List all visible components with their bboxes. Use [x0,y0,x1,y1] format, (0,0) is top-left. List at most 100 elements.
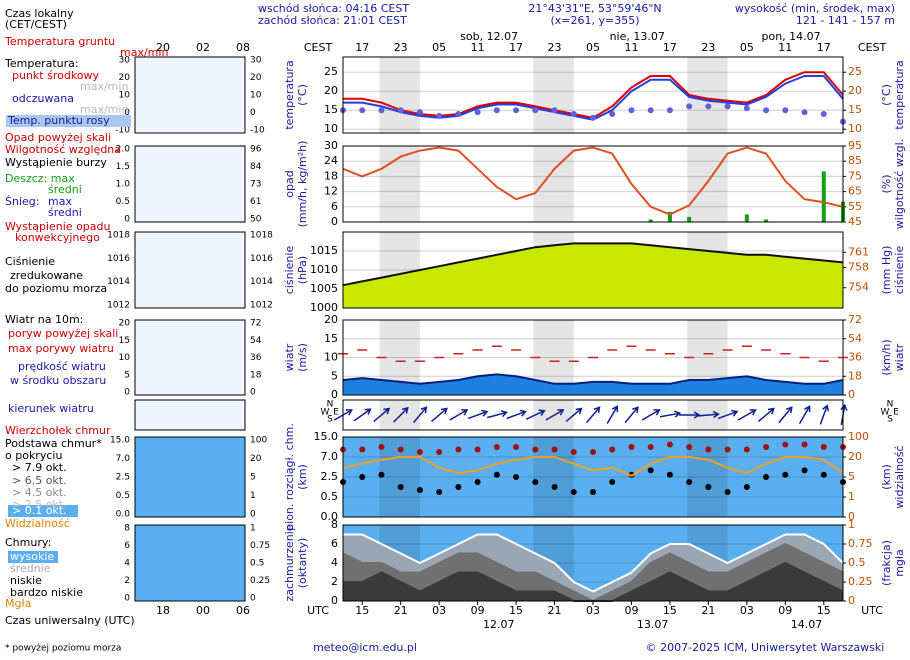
y2-tick-label: 0.75 [848,537,873,550]
y2-tick-label: 45 [848,215,862,228]
y-axis-label: temperatura [283,60,296,129]
wind-arrow [393,406,409,423]
series-dot [513,474,520,480]
series-dot [609,111,616,117]
y2-tick-label: 55 [848,200,862,213]
mini-tick-label: 0 [250,510,256,520]
y-tick-label: 5 [331,369,338,382]
y-tick-label: 2.5 [321,470,339,483]
utc-tick-label: 21 [701,604,715,617]
series-dot [378,444,385,450]
legend-text: max/min [120,46,168,59]
series-dot [647,107,654,114]
y2-tick-label: 1 [848,518,855,531]
mini-bg [135,57,245,133]
mini-tick-label: 1018 [250,231,273,241]
sunrise: wschód słońca: 04:16 CEST [258,2,409,15]
mini-tick-label: 30 [250,56,262,66]
series-dot [628,107,635,114]
mini-bg [135,146,245,222]
y2-axis-label: ciśnienie [893,246,906,295]
utc-label: UTC [307,604,329,617]
series-dot [532,479,539,485]
y2-axis-label: (mm Hg) [880,246,893,295]
y2-tick-label: 754 [848,281,869,294]
cest-tick-label: 05 [586,41,600,54]
series-dot [359,446,366,453]
series-dot [820,471,827,478]
mini-tick-label: 1012 [250,301,273,311]
mini-tick-label: 84 [250,162,262,172]
mini-tick-label: 50 [250,215,262,225]
legend-text: Temperatura: [4,57,79,70]
y2-tick-label: 100 [848,430,869,443]
legend-text: Śnieg: [5,195,39,208]
night-band [379,146,420,222]
panel-bg [343,146,843,222]
mini-tick-label: 7.0 [116,454,131,464]
series-dot [801,467,808,474]
y-tick-label: 15.0 [314,430,339,443]
y-tick-label: 6 [331,200,338,213]
series-dot [551,107,558,114]
mini-tick-label: 0 [250,108,256,118]
cest-tick-label: 11 [471,41,485,54]
mini-tick-label: 0 [124,388,130,398]
area-fill [343,243,843,308]
mini-tick-label: 1014 [250,277,273,287]
night-band [533,57,574,133]
legend-text: bardzo niskie [10,586,83,599]
wind-arrow [717,409,739,420]
legend-text: do poziomu morza [5,282,107,295]
precip-bar [744,214,749,222]
wind-arrow [624,406,639,424]
wind-arrow [757,407,775,423]
mini-tick-label: 36 [250,353,262,363]
series-line [343,533,844,593]
date-label: 13.07 [637,618,669,631]
legend-text: Widzialność [5,517,70,530]
precip-bar [667,211,672,222]
series-dot [436,112,443,119]
y-tick-label: 6 [331,537,338,550]
mini-tick-label: 1012 [107,301,130,311]
series-dot [820,111,827,117]
y2-tick-label: 0 [848,510,855,523]
y2-axis-label: (%) [880,174,893,193]
day-label: sob, 12.07 [460,30,518,43]
mini-tick-label: 5 [250,473,256,483]
legend-box [6,115,131,127]
legend-text: > 4.5 okt. [12,486,67,499]
wind-arrow [819,404,830,425]
series-dot [359,474,366,480]
mini-tick-label: 1 [250,524,256,534]
legend-text: Ciśnienie [5,255,55,268]
mini-tick-label: 8 [124,524,130,534]
mini-tick-label: 72 [250,319,261,329]
mini-tick-label: 30 [119,56,131,66]
series-dot [532,446,539,453]
cest-tick-label: 05 [740,41,754,54]
wind-arrow [486,410,508,419]
series-dot [397,446,404,453]
legend-text: Wierzchołek chmur [5,424,111,437]
date-label: 14.07 [791,618,823,631]
wind-arrow [659,410,682,418]
series-dot [666,471,673,478]
mini-bg [135,437,245,517]
y-tick-label: 1010 [310,263,338,276]
series-dot [455,111,462,117]
y-axis-label: ciśnienie [283,246,296,295]
y2-tick-label: 95 [848,139,862,152]
legend-text: odczuwana [12,92,74,105]
mini-tick-label: 0 [250,388,256,398]
legend-text: poryw powyżej skali [8,327,118,340]
mini-tick-label: 6 [124,541,130,551]
y2-tick-label: 0 [848,388,855,401]
legend-text: > 0.1 okt. [12,504,67,517]
y2-axis-label: (km/h) [880,339,893,375]
y2-tick-label: 85 [848,154,862,167]
series-dot [705,484,712,490]
panel-frame [342,56,844,134]
